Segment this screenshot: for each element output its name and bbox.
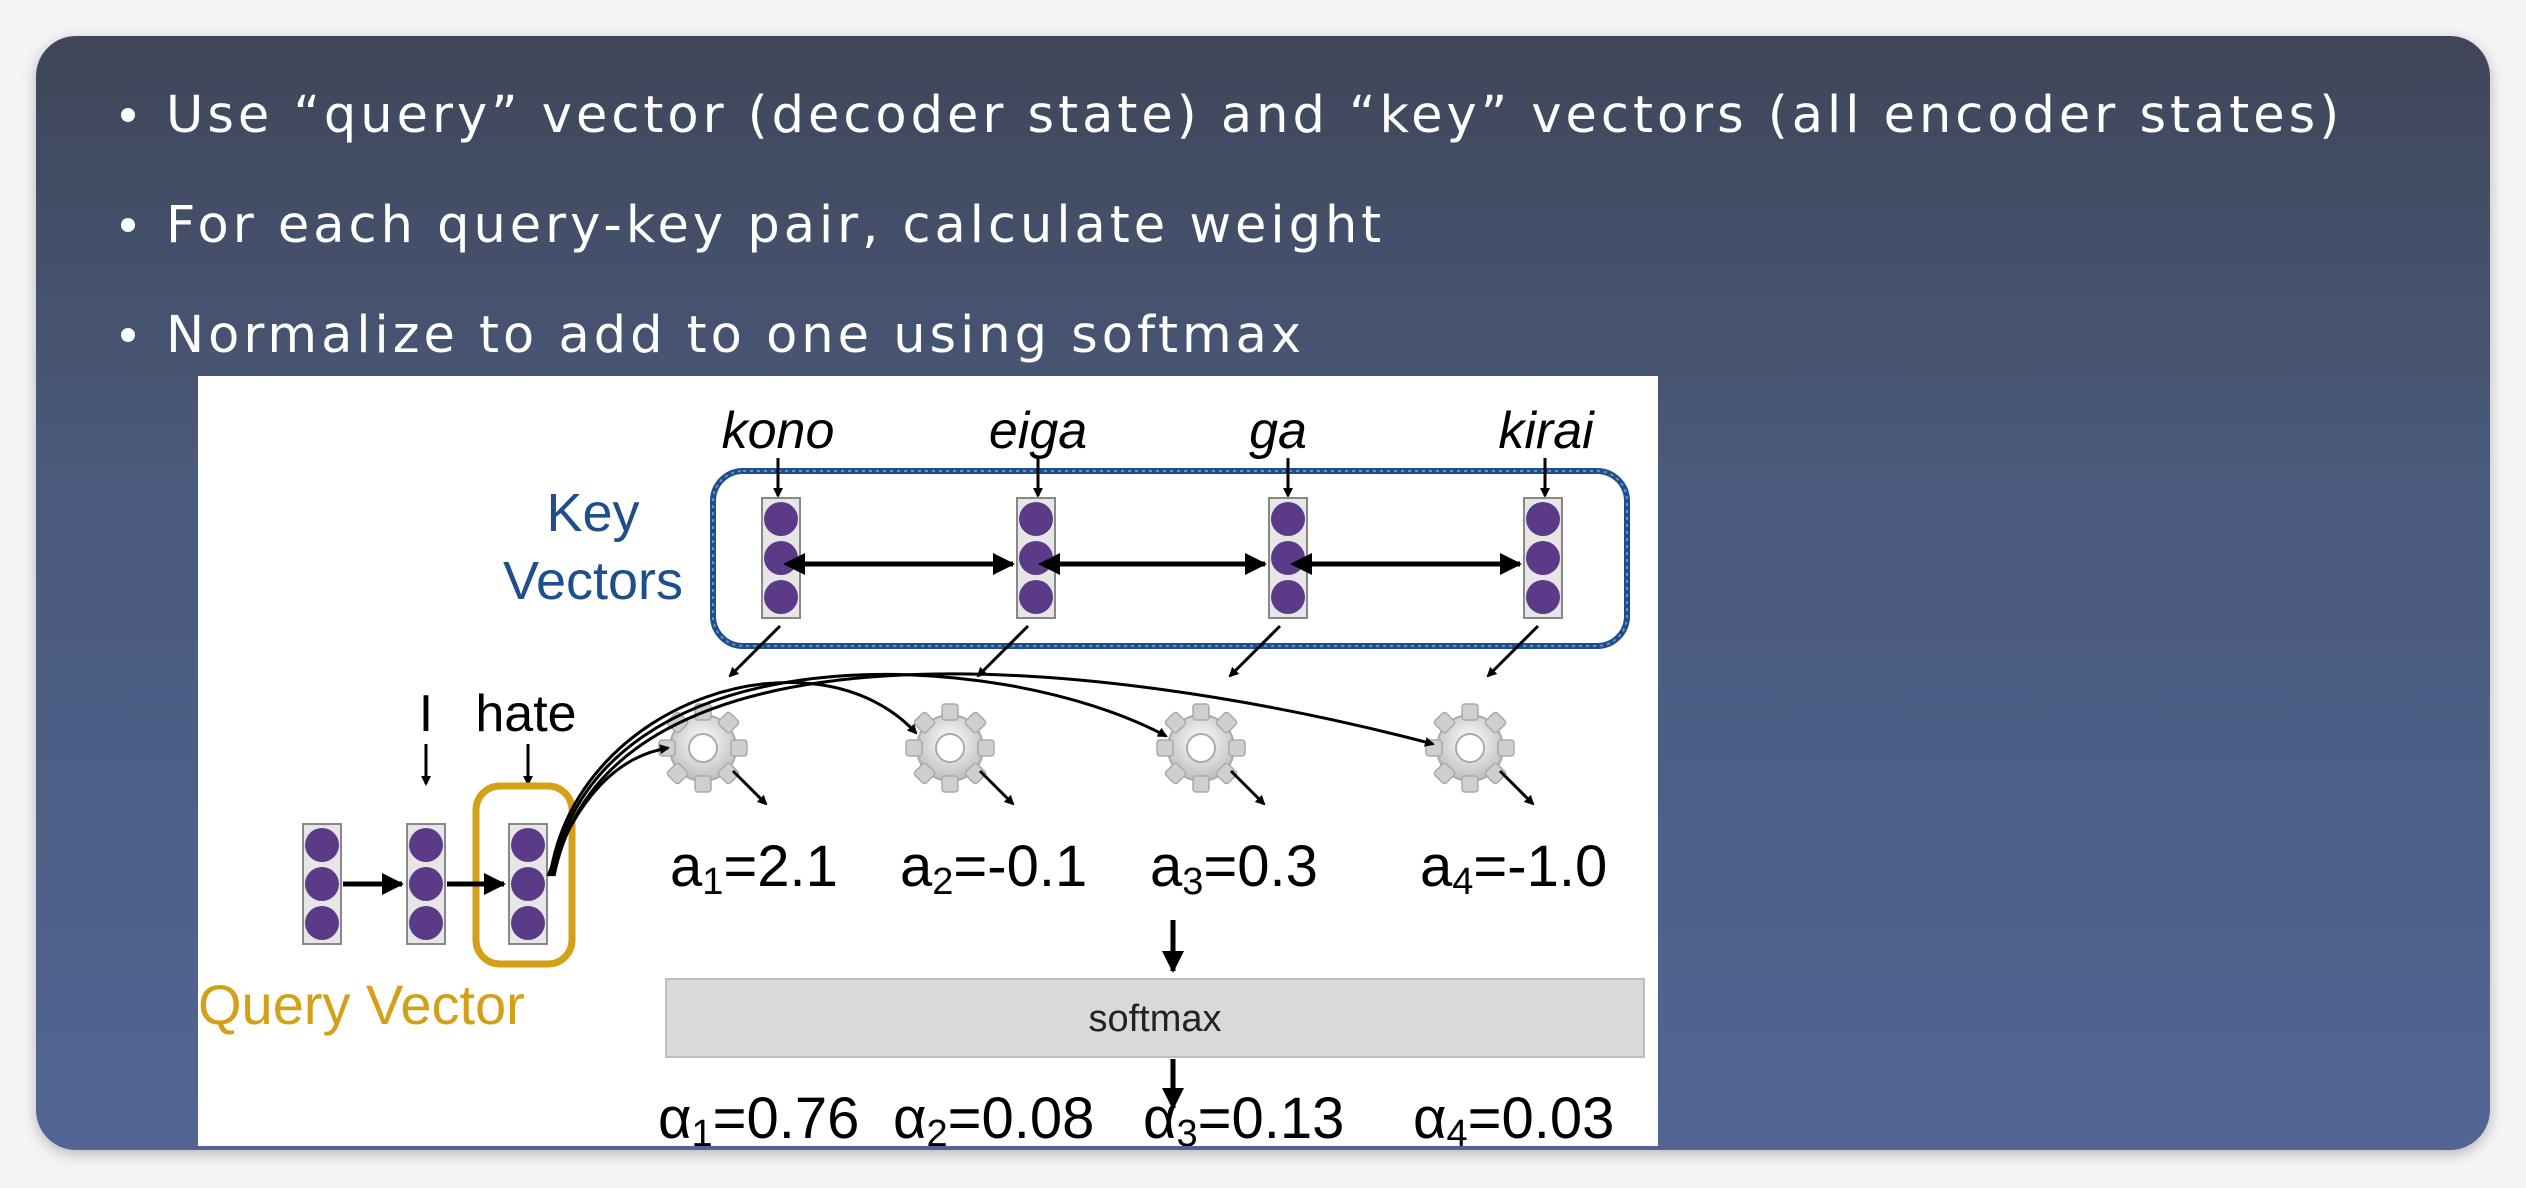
score-label-1: a1=2.1 <box>670 834 838 903</box>
score-label-2: a2=-0.1 <box>900 834 1087 903</box>
key-vector-4 <box>1523 497 1563 619</box>
bullet-text: Use “query” vector (decoder state) and “… <box>166 86 2344 145</box>
bullet-text: For each query-key pair, calculate weigh… <box>166 196 1386 255</box>
key-to-gear-arrow <box>728 624 782 678</box>
key-vector-1 <box>761 497 801 619</box>
score-label-3: a3=0.3 <box>1150 834 1318 903</box>
gear-to-score-arrow <box>978 769 1015 806</box>
gear-to-score-arrow <box>731 769 768 806</box>
attention-diagram: kono eiga ga kirai Key Vectors <box>198 376 1658 1146</box>
key-vectors-box <box>710 468 1630 649</box>
attention-diagram-svg: kono eiga ga kirai Key Vectors <box>198 402 1645 1146</box>
bullet-dot <box>121 328 135 342</box>
bullet-dot <box>121 108 135 122</box>
softmax-label: softmax <box>1088 998 1221 1040</box>
bullet-text: Normalize to add to one using softmax <box>166 306 1306 365</box>
gear-icon <box>658 703 748 793</box>
gear-to-score-arrow <box>1498 769 1535 806</box>
softmax-box <box>665 978 1645 1058</box>
key-vectors-label-line1: Key <box>546 483 639 543</box>
key-to-gear-arrow <box>1228 624 1282 678</box>
query-to-gear-arrow <box>552 672 1435 877</box>
query-to-gear-arrow <box>548 680 918 877</box>
key-to-gear-arrow <box>1486 624 1540 678</box>
key-word-eiga: eiga <box>989 402 1087 460</box>
bullet-item-1: Use “query” vector (decoder state) and “… <box>121 86 2344 145</box>
query-to-gear-arrow <box>550 672 1168 877</box>
key-word-ga: ga <box>1249 402 1307 460</box>
key-word-kono: kono <box>722 402 835 460</box>
query-word-hate: hate <box>475 685 576 743</box>
score-label-4: a4=-1.0 <box>1420 834 1607 903</box>
query-vector-label: Query Vector <box>198 973 525 1036</box>
key-vector-3 <box>1268 497 1308 619</box>
weight-label-4: α4=0.03 <box>1413 1086 1614 1146</box>
key-to-gear-arrow <box>976 624 1030 678</box>
weight-label-1: α1=0.76 <box>658 1086 859 1146</box>
decoder-vector-1 <box>302 823 342 945</box>
weight-label-2: α2=0.08 <box>893 1086 1094 1146</box>
decoder-vector-2 <box>406 823 446 945</box>
gear-icon <box>905 703 995 793</box>
query-vector-box <box>472 782 576 968</box>
bullet-dot <box>121 218 135 232</box>
key-vectors-box-texture <box>712 470 1628 647</box>
bullet-item-3: Normalize to add to one using softmax <box>121 306 1306 365</box>
key-vectors-label-line2: Vectors <box>503 551 683 611</box>
query-vector <box>508 823 548 945</box>
bullet-item-2: For each query-key pair, calculate weigh… <box>121 196 1386 255</box>
gear-to-score-arrow <box>1229 769 1266 806</box>
key-vector-2 <box>1016 497 1056 619</box>
slide: Use “query” vector (decoder state) and “… <box>36 36 2490 1150</box>
gear-icon <box>1425 703 1515 793</box>
query-word-i: I <box>419 685 433 743</box>
weight-label-3: α3=0.13 <box>1143 1086 1344 1146</box>
key-word-kirai: kirai <box>1498 402 1595 460</box>
gear-icon <box>1156 703 1246 793</box>
